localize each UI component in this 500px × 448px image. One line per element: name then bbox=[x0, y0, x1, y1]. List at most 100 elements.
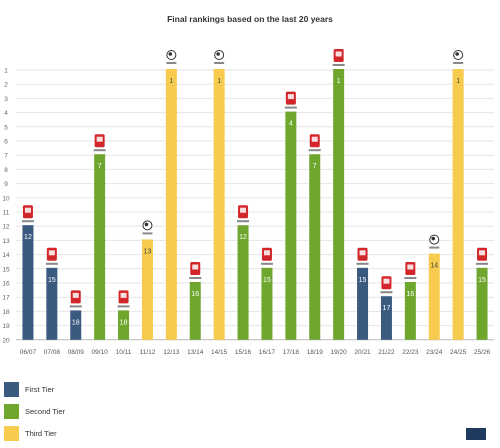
league-logo-icon bbox=[308, 134, 321, 152]
legend-swatch-first-tier bbox=[4, 381, 19, 397]
league-logo-icon bbox=[93, 134, 106, 152]
league-logo-icon bbox=[45, 247, 58, 265]
x-tick-label: 08/09 bbox=[68, 349, 85, 356]
y-tick-label: 15 bbox=[2, 266, 10, 273]
y-tick-label: 18 bbox=[2, 309, 10, 316]
x-tick-label: 06/07 bbox=[20, 349, 37, 356]
league-logo-icon bbox=[284, 91, 297, 109]
bar-value-label: 1 bbox=[169, 78, 173, 85]
bar-value-label: 15 bbox=[478, 277, 486, 284]
bar-14-15 bbox=[213, 69, 225, 340]
bar-value-label: 13 bbox=[144, 248, 152, 255]
bar-24-25 bbox=[452, 69, 464, 340]
y-tick-label: 19 bbox=[2, 323, 10, 330]
chart-title: Final rankings based on the last 20 year… bbox=[167, 14, 333, 24]
bar-21-22 bbox=[380, 296, 392, 340]
league-logo-icon bbox=[237, 205, 250, 223]
league-logo-icon bbox=[21, 205, 34, 223]
bar-22-23 bbox=[404, 282, 416, 340]
bar-value-label: 7 bbox=[313, 163, 317, 170]
y-tick-label: 10 bbox=[2, 195, 10, 202]
bar-value-label: 1 bbox=[456, 78, 460, 85]
x-tick-label: 09/10 bbox=[92, 349, 109, 356]
bar-value-label: 17 bbox=[383, 305, 391, 312]
bar-value-label: 16 bbox=[406, 291, 414, 298]
bar-10-11 bbox=[118, 310, 130, 340]
bar-value-label: 1 bbox=[217, 78, 221, 85]
y-tick-label: 5 bbox=[4, 124, 8, 131]
corner-block bbox=[466, 428, 486, 440]
bar-13-14 bbox=[189, 282, 201, 340]
bar-value-label: 14 bbox=[430, 263, 438, 270]
legend: First Tier Second Tier Third Tier bbox=[4, 381, 66, 448]
x-tick-label: 17/18 bbox=[283, 349, 300, 356]
league-logo-icon bbox=[476, 247, 489, 265]
y-tick-label: 17 bbox=[2, 295, 10, 302]
y-tick-label: 7 bbox=[4, 153, 8, 160]
football-icon bbox=[453, 50, 464, 64]
league-logo-icon bbox=[332, 49, 345, 66]
legend-swatch-second-tier bbox=[4, 403, 19, 419]
bar-value-label: 15 bbox=[48, 277, 56, 284]
x-tick-label: 12/13 bbox=[163, 349, 180, 356]
y-tick-label: 13 bbox=[2, 238, 10, 245]
bar-23-24 bbox=[428, 253, 440, 340]
badges bbox=[21, 49, 489, 308]
bar-08-09 bbox=[70, 310, 82, 340]
y-tick-label: 20 bbox=[2, 337, 10, 344]
league-logo-icon bbox=[356, 247, 369, 265]
league-logo-icon bbox=[404, 262, 417, 279]
bar-value-label: 7 bbox=[98, 163, 102, 170]
y-tick-label: 8 bbox=[4, 167, 8, 174]
bar-16-17 bbox=[261, 267, 273, 340]
bar-labels: 12 15 18 7 18 13 1 16 1 12 15 4 7 1 15 17 16 14 1 15 bbox=[24, 78, 486, 326]
x-tick-label: 14/15 bbox=[211, 349, 228, 356]
league-logo-icon bbox=[260, 247, 273, 265]
bar-value-label: 12 bbox=[24, 234, 32, 241]
y-tick-label: 3 bbox=[4, 96, 8, 103]
football-icon bbox=[214, 50, 225, 64]
x-tick-label: 25/26 bbox=[474, 349, 491, 356]
y-tick-label: 14 bbox=[2, 252, 10, 259]
x-tick-label: 13/14 bbox=[187, 349, 204, 356]
bar-value-label: 15 bbox=[359, 277, 367, 284]
bar-15-16 bbox=[237, 225, 249, 340]
bar-value-label: 15 bbox=[263, 277, 271, 284]
legend-swatch-third-tier bbox=[4, 425, 19, 441]
y-tick-label: 6 bbox=[4, 139, 8, 146]
x-tick-label: 16/17 bbox=[259, 349, 276, 356]
x-tick-label: 24/25 bbox=[450, 349, 467, 356]
grid-lines bbox=[16, 69, 494, 341]
x-tick-label: 11/12 bbox=[140, 349, 156, 356]
league-logo-icon bbox=[380, 276, 393, 294]
bar-value-label: 18 bbox=[72, 319, 80, 326]
bar-17-18 bbox=[285, 111, 297, 340]
legend-item-first-tier: First Tier bbox=[4, 381, 65, 397]
bar-06-07 bbox=[22, 225, 34, 340]
x-tick-label: 22/23 bbox=[402, 349, 419, 356]
bar-18-19 bbox=[309, 154, 321, 340]
x-axis-ticks: 06/07 07/08 08/09 09/10 10/11 11/12 12/13 13/14… bbox=[20, 349, 491, 356]
y-tick-label: 12 bbox=[2, 224, 10, 231]
x-tick-label: 19/20 bbox=[331, 349, 348, 356]
legend-label-second-tier: Second Tier bbox=[25, 406, 66, 416]
football-icon bbox=[166, 50, 177, 64]
bar-value-label: 1 bbox=[337, 78, 341, 85]
bar-12-13 bbox=[165, 69, 177, 340]
league-logo-icon bbox=[117, 290, 130, 308]
legend-item-second-tier: Second Tier bbox=[4, 403, 66, 419]
x-tick-label: 07/08 bbox=[44, 349, 61, 356]
bars bbox=[22, 69, 488, 340]
league-logo-icon bbox=[189, 262, 202, 279]
bar-11-12 bbox=[141, 239, 153, 340]
bar-20-21 bbox=[357, 267, 369, 340]
bar-value-label: 4 bbox=[289, 121, 293, 128]
football-icon bbox=[429, 234, 440, 249]
y-tick-label: 9 bbox=[4, 181, 8, 188]
legend-label-first-tier: First Tier bbox=[25, 384, 55, 394]
x-tick-label: 15/16 bbox=[235, 349, 252, 356]
y-tick-label: 2 bbox=[4, 82, 8, 89]
y-tick-label: 1 bbox=[4, 68, 8, 75]
bar-19-20 bbox=[333, 69, 345, 340]
